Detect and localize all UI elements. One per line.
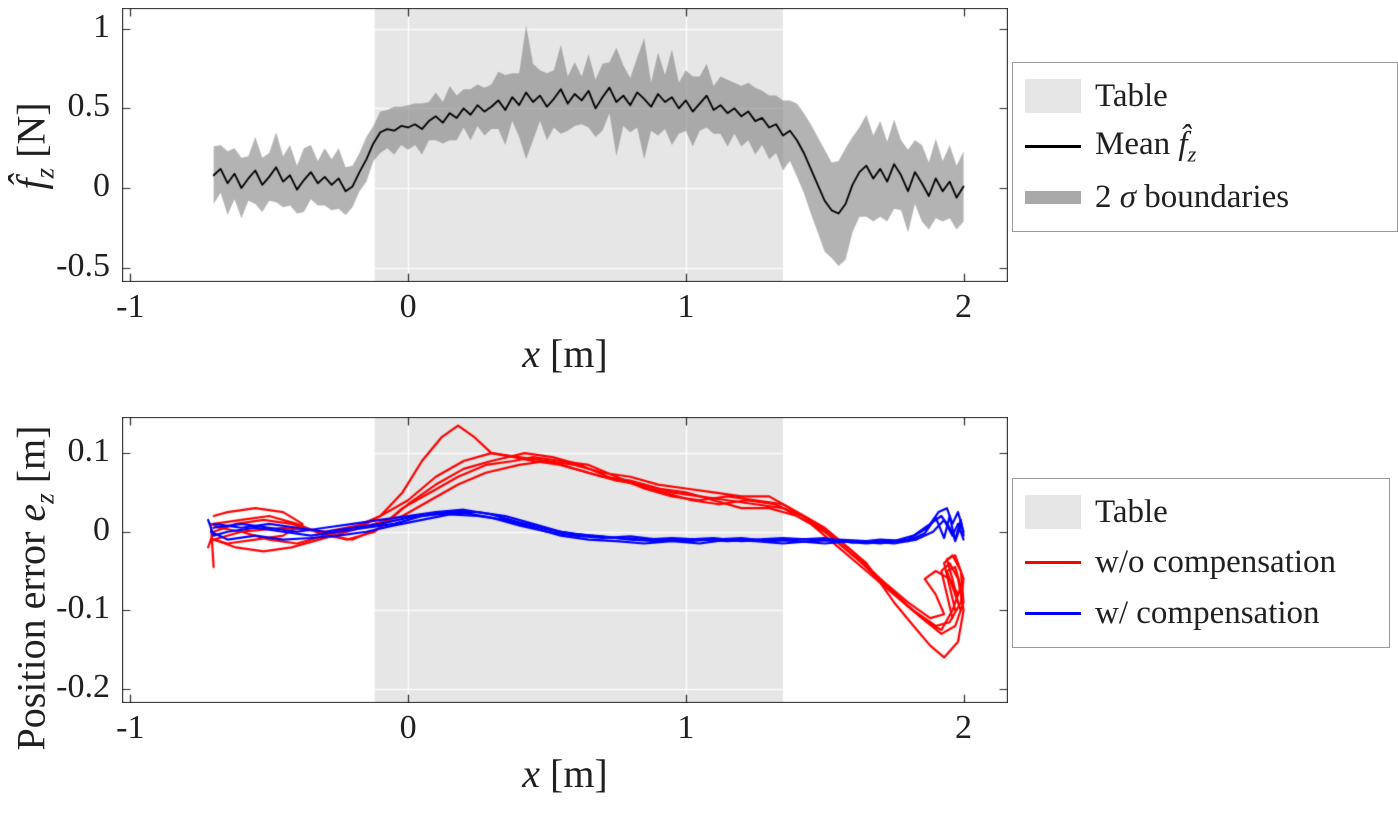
legend-label-mean-fz: Mean f̂z [1095, 126, 1197, 167]
mean-line-swatch [1025, 145, 1081, 149]
y-tick-label: 0 [93, 167, 110, 204]
legend-label-sigma-boundaries: 2 σ boundaries [1095, 179, 1290, 216]
legend-label-table: Table [1095, 77, 1168, 114]
x-tick-label: 2 [955, 288, 973, 325]
legend-item-w-compensation: w/ compensation [1025, 589, 1377, 639]
position-error-x-axis-label: x [m] [522, 751, 608, 796]
y-tick-label: 0.5 [67, 87, 111, 125]
x-tick-label: 0 [399, 709, 417, 746]
x-tick-label: 1 [677, 709, 695, 746]
x-tick-label: 1 [677, 288, 695, 325]
x-tick-label: -1 [116, 709, 145, 746]
y-tick-label: -0.1 [56, 589, 110, 627]
legend-item-table: Table [1025, 487, 1377, 537]
legend-label-w-compensation: w/ compensation [1095, 595, 1320, 632]
table-patch-swatch [1025, 79, 1081, 114]
legend-item-table: Table [1025, 71, 1385, 121]
y-tick-label: -0.5 [56, 246, 110, 284]
legend-item-sigma-boundaries: 2 σ boundaries [1025, 173, 1385, 223]
wo-compensation-line-swatch [1025, 561, 1081, 565]
sigma-band-swatch [1025, 191, 1081, 205]
force-chart-canvas [122, 8, 1008, 282]
y-tick-label: -0.2 [56, 667, 110, 705]
legend-item-wo-compensation: w/o compensation [1025, 538, 1377, 588]
y-tick-label: 0 [93, 510, 110, 548]
position-error-chart-canvas [122, 417, 1008, 703]
x-tick-label: 2 [955, 709, 973, 746]
x-tick-label: 0 [399, 288, 417, 325]
x-variable: x [522, 331, 540, 376]
x-variable: x [522, 751, 540, 796]
legend-label-table: Table [1095, 493, 1168, 530]
y-tick-label: 0.1 [67, 432, 111, 470]
force-x-axis-label: x [m] [522, 331, 608, 376]
table-patch-swatch [1025, 495, 1081, 530]
legend-label-wo-compensation: w/o compensation [1095, 544, 1337, 581]
y-tick-label: 1 [93, 7, 110, 45]
legend-item-mean-fz: Mean f̂z [1025, 122, 1385, 172]
force-legend: Table Mean f̂z 2 σ boundaries [1012, 62, 1398, 232]
x-tick-label: -1 [116, 288, 145, 325]
w-compensation-line-swatch [1025, 612, 1081, 616]
position-error-legend: Table w/o compensation w/ compensation [1012, 478, 1390, 648]
